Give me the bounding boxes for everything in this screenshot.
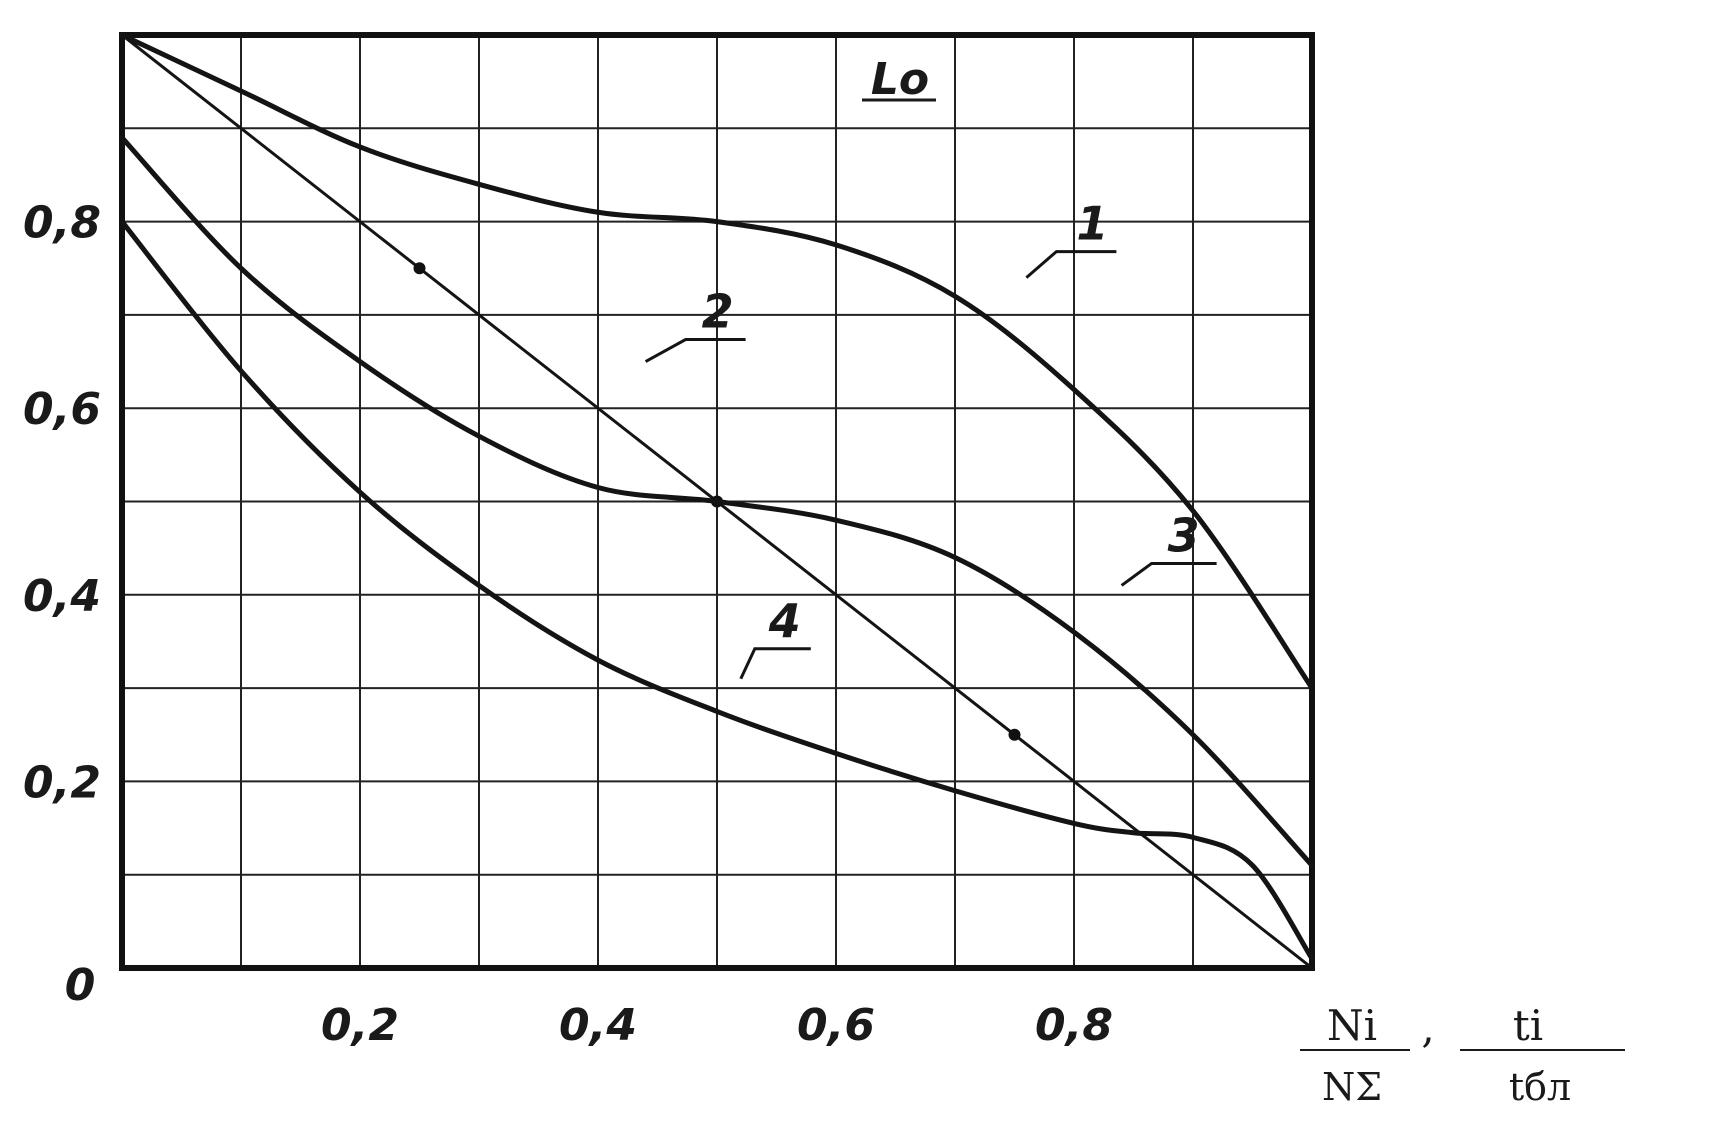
series-4-leader xyxy=(739,647,811,680)
series-2-marker xyxy=(1008,728,1021,741)
series-label-3: 3 xyxy=(1168,508,1200,562)
series-2-leader xyxy=(644,338,746,363)
x-tick-label: 0,2 xyxy=(321,1000,399,1051)
series-line-1 xyxy=(119,32,1315,691)
y-tick-label: 0,6 xyxy=(23,384,101,435)
x-tick-label: 0,8 xyxy=(1035,1000,1113,1051)
x-tick-label: 0,4 xyxy=(559,1000,637,1051)
y-tick-label: 0,2 xyxy=(23,757,101,808)
series-1-leader xyxy=(1025,250,1117,279)
plot-frame xyxy=(119,32,1315,971)
series-label-2: 2 xyxy=(702,285,734,339)
x-tick-label: 0,6 xyxy=(797,1000,875,1051)
corner-label: Lo xyxy=(871,54,929,105)
x-label-separator: , xyxy=(1421,1003,1434,1052)
series-label-4: 4 xyxy=(768,594,801,648)
x-label-denominator-1: NΣ xyxy=(1322,1065,1382,1109)
x-label-denominator-2: tбл xyxy=(1509,1065,1571,1109)
series-group: 1 2 3 4 xyxy=(119,32,1315,970)
tick-labels: 0,2 0,4 0,6 0,8 0 0,2 0,4 0,6 0,8 xyxy=(23,198,1113,1051)
x-axis-label: Ni NΣ , ti tбл xyxy=(1300,1001,1625,1109)
y-tick-label: 0,4 xyxy=(23,571,101,622)
series-2-marker xyxy=(413,262,426,275)
y-tick-label: 0 xyxy=(65,960,96,1011)
x-label-numerator-1: Ni xyxy=(1327,1001,1377,1050)
x-label-numerator-2: ti xyxy=(1513,1001,1543,1050)
series-label-1: 1 xyxy=(1076,197,1108,251)
plot-border xyxy=(119,32,1315,971)
grid xyxy=(122,35,1312,968)
y-tick-label: 0,8 xyxy=(23,198,101,249)
series-3-leader xyxy=(1120,561,1217,587)
series-line-3 xyxy=(119,135,1315,868)
series-line-4 xyxy=(119,219,1315,962)
